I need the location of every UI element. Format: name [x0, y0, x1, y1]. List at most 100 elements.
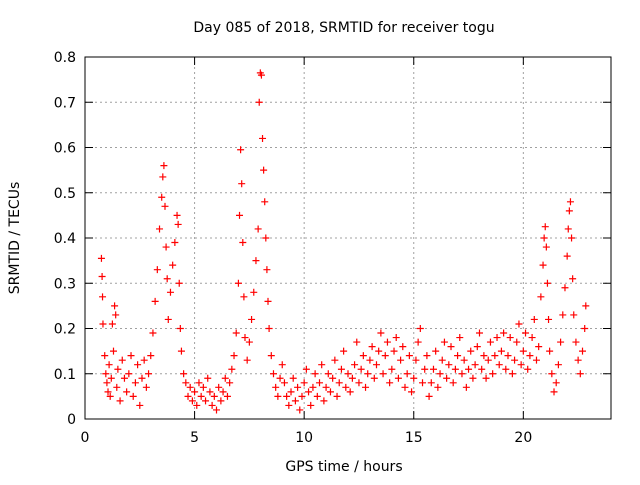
- data-point: [495, 361, 503, 369]
- data-point: [289, 374, 297, 382]
- data-point: [276, 374, 284, 382]
- data-point: [309, 383, 317, 391]
- data-points: [97, 69, 590, 414]
- data-point: [193, 401, 201, 409]
- data-point: [248, 315, 256, 323]
- x-axis-label: GPS time / hours: [285, 459, 402, 475]
- data-point: [539, 261, 547, 269]
- data-point: [140, 356, 148, 364]
- data-point: [234, 279, 242, 287]
- data-point: [191, 388, 199, 396]
- data-point: [399, 343, 407, 351]
- data-point: [307, 401, 315, 409]
- data-point: [206, 388, 214, 396]
- data-point: [489, 370, 497, 378]
- data-point: [530, 315, 538, 323]
- y-tick-label: 0.8: [54, 50, 76, 66]
- data-point: [511, 356, 519, 364]
- data-point: [199, 383, 207, 391]
- data-point: [250, 288, 258, 296]
- data-point: [568, 234, 576, 242]
- data-point: [305, 388, 313, 396]
- data-point: [175, 279, 183, 287]
- data-point: [473, 343, 481, 351]
- data-point: [318, 361, 326, 369]
- data-point: [545, 315, 553, 323]
- data-point: [131, 379, 139, 387]
- data-point: [456, 334, 464, 342]
- data-point: [543, 279, 551, 287]
- data-point: [480, 352, 488, 360]
- data-point: [239, 239, 247, 247]
- data-point: [255, 98, 263, 106]
- x-tick-label: 15: [405, 430, 423, 446]
- data-point: [111, 302, 119, 310]
- data-point: [344, 370, 352, 378]
- data-point: [394, 374, 402, 382]
- data-point: [105, 361, 113, 369]
- x-tick-label: 0: [81, 430, 90, 446]
- data-point: [320, 397, 328, 405]
- data-point: [508, 370, 516, 378]
- data-point: [108, 320, 116, 328]
- data-point: [381, 352, 389, 360]
- data-point: [283, 392, 291, 400]
- data-point: [333, 392, 341, 400]
- plot-frame: [84, 56, 612, 420]
- data-point: [563, 252, 571, 260]
- data-point: [550, 388, 558, 396]
- data-point: [202, 397, 210, 405]
- data-point: [419, 379, 427, 387]
- data-point: [104, 388, 112, 396]
- data-point: [500, 329, 508, 337]
- data-point: [208, 401, 216, 409]
- data-point: [337, 365, 345, 373]
- data-point: [269, 370, 277, 378]
- data-point: [493, 334, 501, 342]
- data-point: [574, 356, 582, 364]
- data-point: [383, 338, 391, 346]
- data-point: [313, 392, 321, 400]
- data-point: [532, 356, 540, 364]
- data-point: [403, 370, 411, 378]
- data-point: [528, 334, 536, 342]
- data-point: [486, 338, 494, 346]
- data-point: [566, 198, 574, 206]
- x-tick-label: 20: [514, 430, 532, 446]
- data-point: [559, 311, 567, 319]
- data-point: [405, 352, 413, 360]
- data-point: [410, 374, 418, 382]
- data-point: [230, 352, 238, 360]
- data-point: [351, 361, 359, 369]
- data-point: [535, 343, 543, 351]
- data-point: [416, 325, 424, 332]
- data-point: [346, 388, 354, 396]
- data-point: [245, 338, 253, 346]
- data-point: [467, 347, 475, 355]
- data-point: [425, 392, 433, 400]
- data-point: [120, 374, 128, 382]
- data-point: [300, 379, 308, 387]
- data-point: [502, 365, 510, 373]
- data-point: [291, 397, 299, 405]
- data-point: [517, 361, 525, 369]
- data-point: [219, 388, 227, 396]
- data-point: [278, 361, 286, 369]
- data-point: [298, 392, 306, 400]
- data-point: [386, 379, 394, 387]
- data-point: [359, 352, 367, 360]
- data-point: [302, 365, 310, 373]
- data-point: [204, 374, 212, 382]
- data-point: [259, 134, 267, 142]
- data-point: [366, 356, 374, 364]
- data-point: [162, 243, 170, 251]
- data-point: [451, 365, 459, 373]
- data-point: [169, 261, 177, 269]
- data-point: [161, 202, 169, 210]
- data-point: [228, 365, 236, 373]
- grid: [85, 57, 611, 419]
- data-point: [215, 383, 223, 391]
- data-point: [103, 379, 111, 387]
- data-point: [274, 392, 282, 400]
- data-point: [565, 207, 573, 215]
